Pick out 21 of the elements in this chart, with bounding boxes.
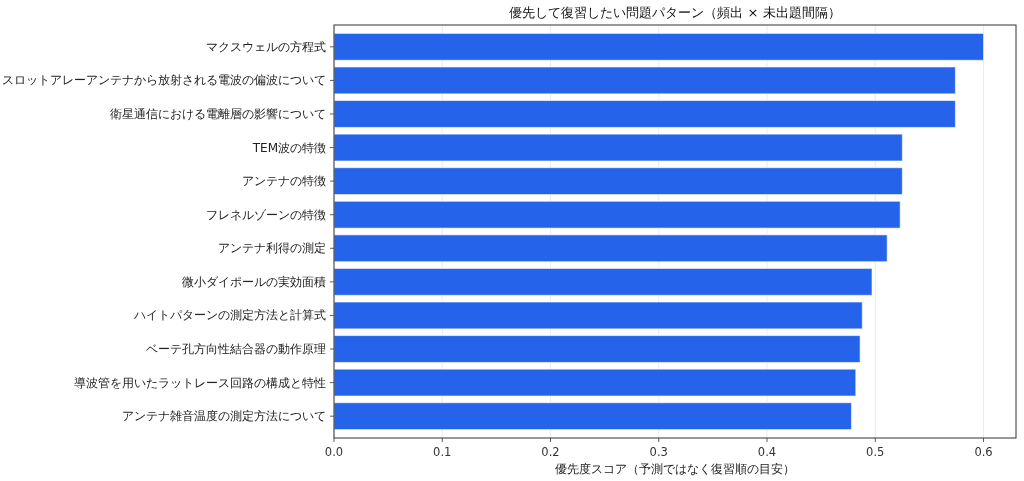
y-tick-label: ハイトパターンの測定方法と計算式 — [133, 308, 326, 323]
y-tick-label: TEM波の特徴 — [251, 140, 326, 155]
y-tick-label: アンテナ利得の測定 — [218, 241, 326, 256]
chart-title: 優先して復習したい問題パターン（頻出 × 未出題間隔） — [509, 5, 841, 20]
x-tick-label: 0.4 — [757, 445, 777, 459]
y-tick-label: ベーテ孔方向性結合器の動作原理 — [146, 342, 326, 357]
y-tick-label: アンテナ雑音温度の測定方法について — [122, 409, 326, 424]
x-tick-label: 0.5 — [866, 445, 885, 459]
y-tick-label: 微小ダイポールの実効面積 — [182, 274, 326, 289]
y-tick-label: アンテナの特徴 — [242, 174, 326, 189]
y-tick-label: 導波管を用いたラットレース回路の構成と特性 — [74, 375, 326, 390]
x-tick-label: 0.3 — [649, 445, 668, 459]
x-tick-label: 0.2 — [541, 445, 560, 459]
y-tick-label: マクスウェルの方程式 — [206, 39, 326, 54]
y-tick-label: 衛星通信における電離層の影響について — [110, 106, 326, 121]
y-tick-label: スロットアレーアンテナから放射される電波の偏波について — [2, 73, 326, 88]
y-tick-label: フレネルゾーンの特徴 — [206, 207, 326, 222]
x-tick-label: 0.1 — [433, 445, 452, 459]
x-tick-label: 0.6 — [974, 445, 993, 459]
x-tick-label: 0.0 — [324, 445, 344, 459]
x-axis-title: 優先度スコア（予測ではなく復習順の目安） — [555, 462, 795, 476]
